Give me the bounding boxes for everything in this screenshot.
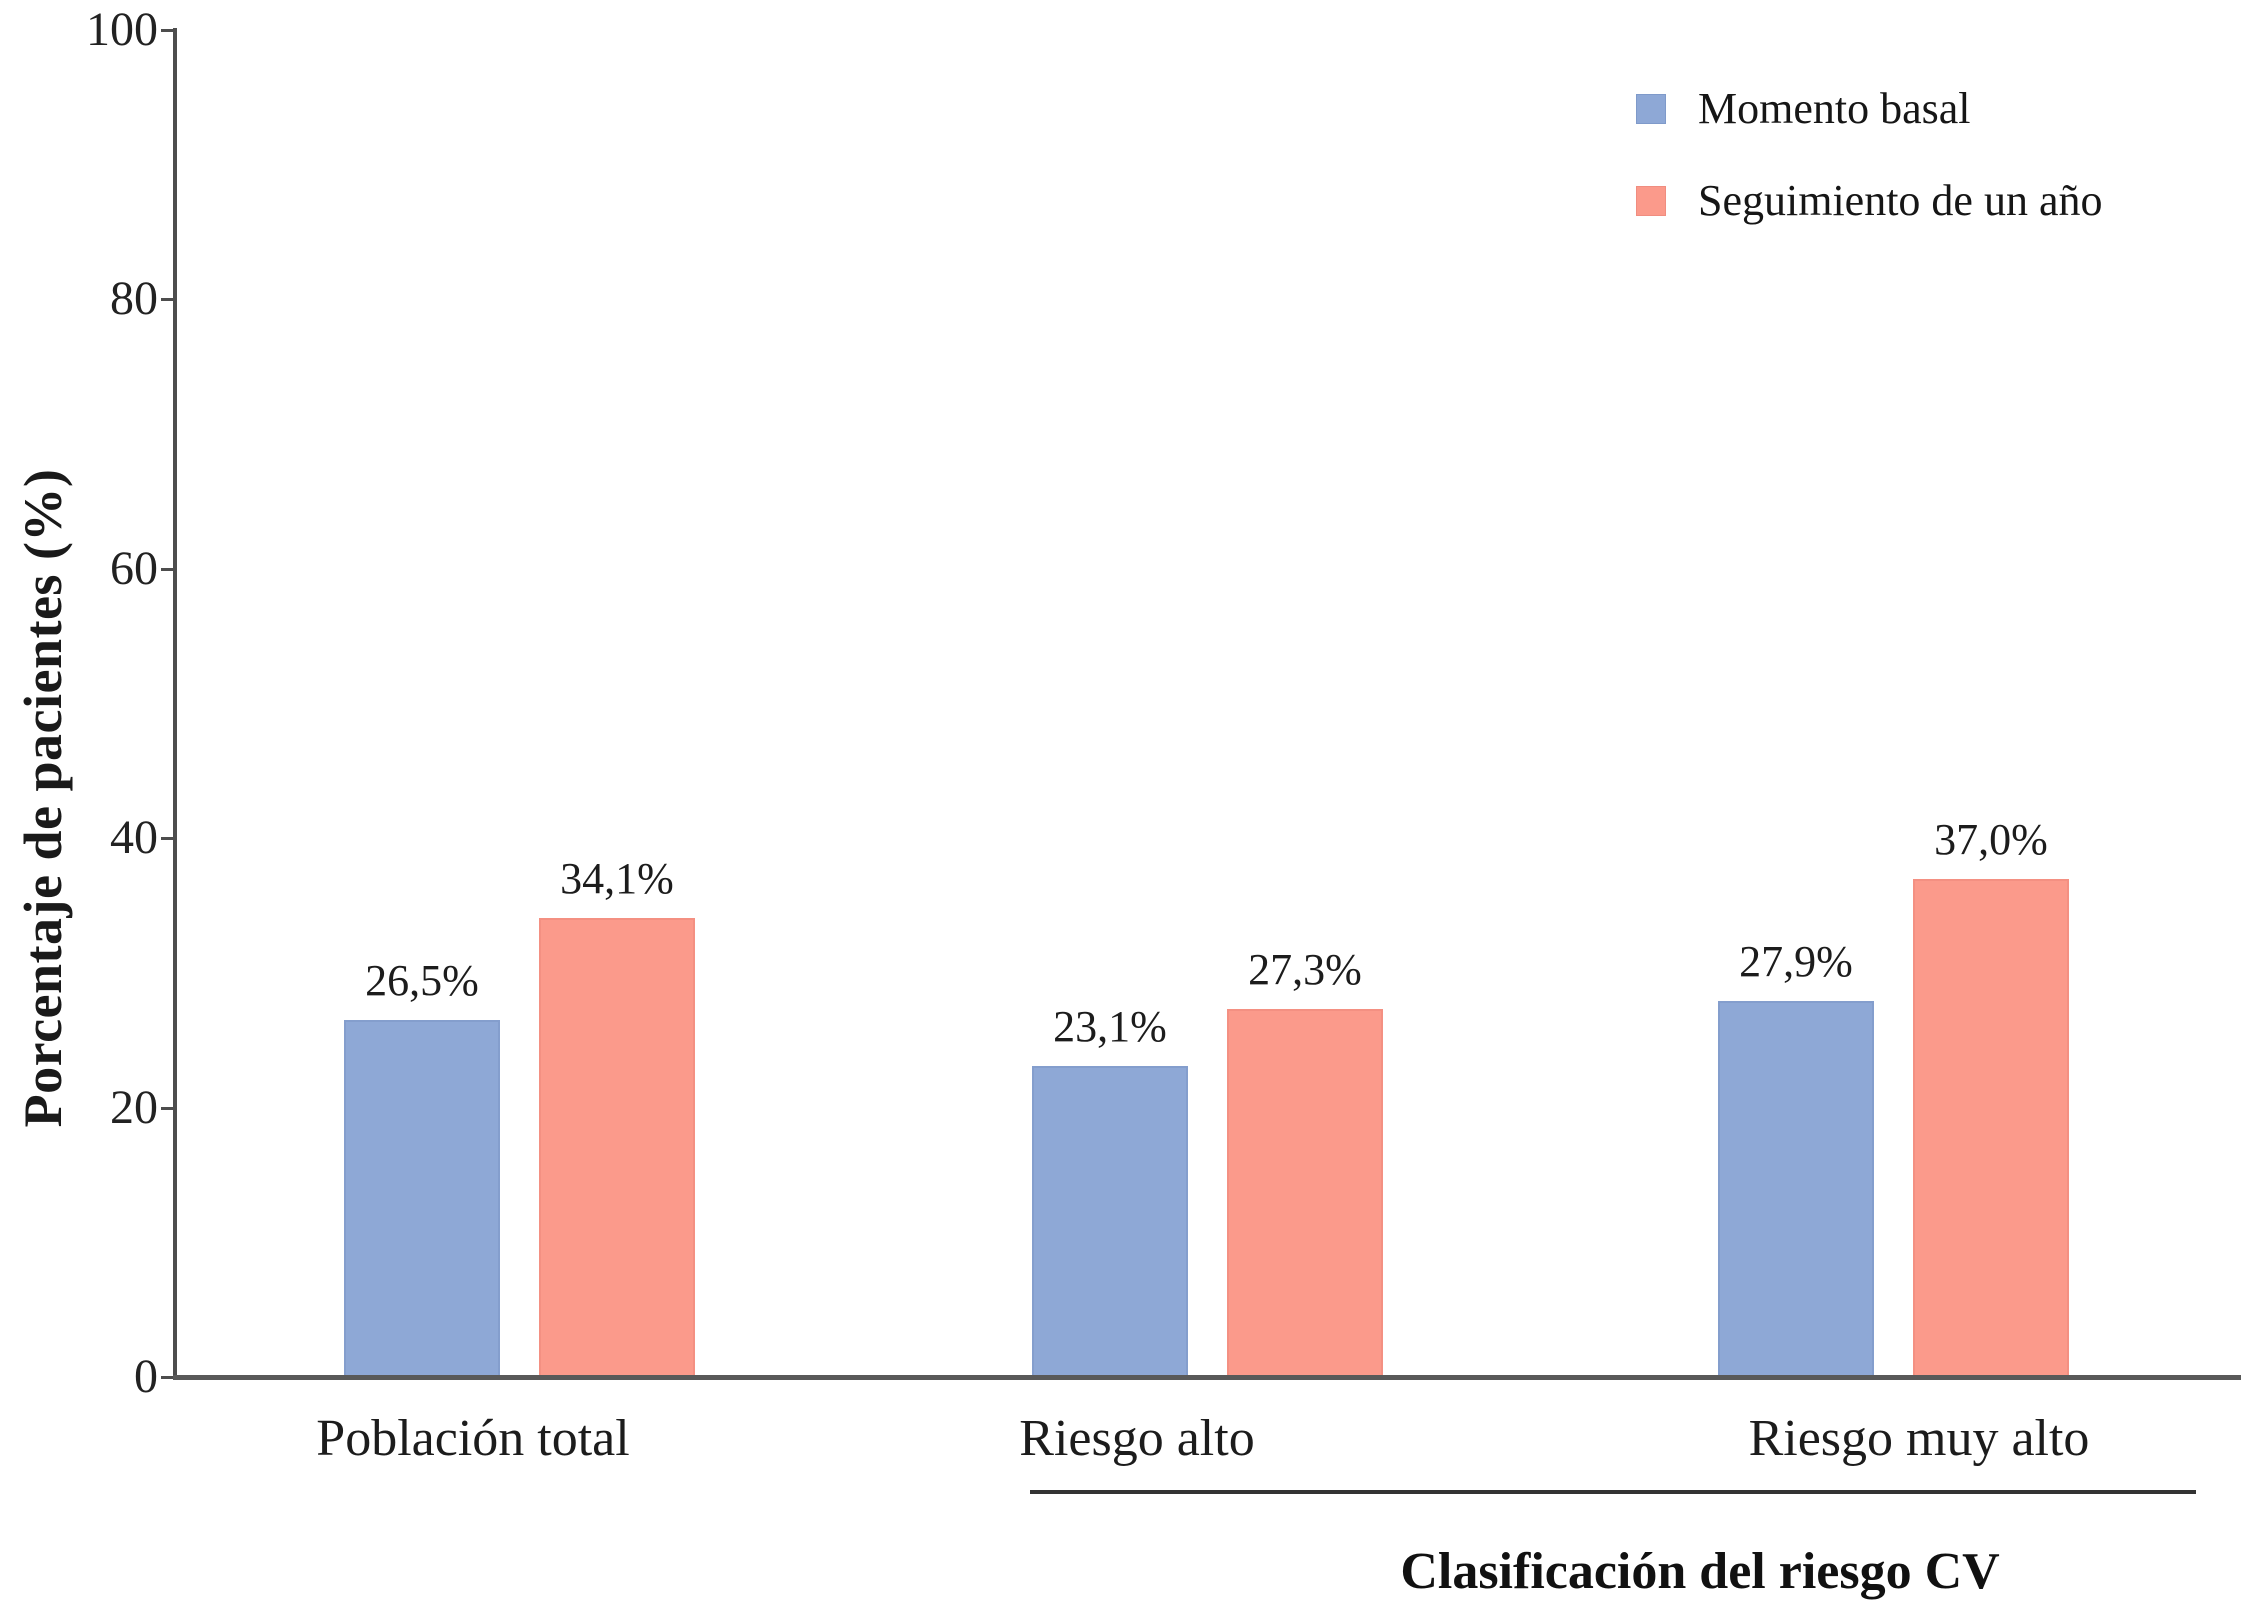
bar-value-label: 27,3% [1248,945,1362,995]
bar-seguimiento [1227,1009,1383,1377]
y-tick-mark [161,837,174,841]
y-tick-mark [161,1376,174,1379]
bar-value-label: 37,0% [1934,814,2048,864]
legend-label: Seguimiento de un año [1698,176,2103,225]
bar-basal [1032,1065,1188,1377]
y-axis-line [173,28,177,1380]
bar-basal [1718,1001,1874,1377]
y-tick-label: 100 [86,3,158,56]
bar-seguimiento [1913,878,2069,1377]
y-tick-mark [161,1106,174,1110]
legend-swatch-icon [1636,94,1666,124]
y-tick-label: 60 [110,541,158,595]
bar-value-label: 27,9% [1739,937,1853,987]
risk-groups-underline [1030,1490,2196,1494]
y-tick-mark [161,298,174,302]
y-tick-label: 20 [110,1080,158,1134]
bar-value-label: 34,1% [560,853,674,903]
bar-seguimiento [539,917,695,1377]
y-tick-label: 80 [110,272,158,326]
x-axis-title: Clasificación del riesgo CV [1400,1543,2000,1600]
legend-swatch-icon [1636,186,1666,216]
bar-basal [344,1020,500,1377]
y-tick-mark [161,29,174,32]
y-tick-label: 0 [134,1350,158,1403]
category-label: Riesgo alto [1019,1410,1255,1467]
y-tick-label: 40 [110,811,158,865]
y-tick-mark [161,567,174,571]
category-label: Población total [316,1410,630,1467]
legend-label: Momento basal [1698,84,1971,133]
bar-value-label: 23,1% [1053,1001,1167,1051]
bar-value-label: 26,5% [365,956,479,1006]
category-label: Riesgo muy alto [1748,1410,2090,1467]
x-axis-line [173,1375,2241,1380]
